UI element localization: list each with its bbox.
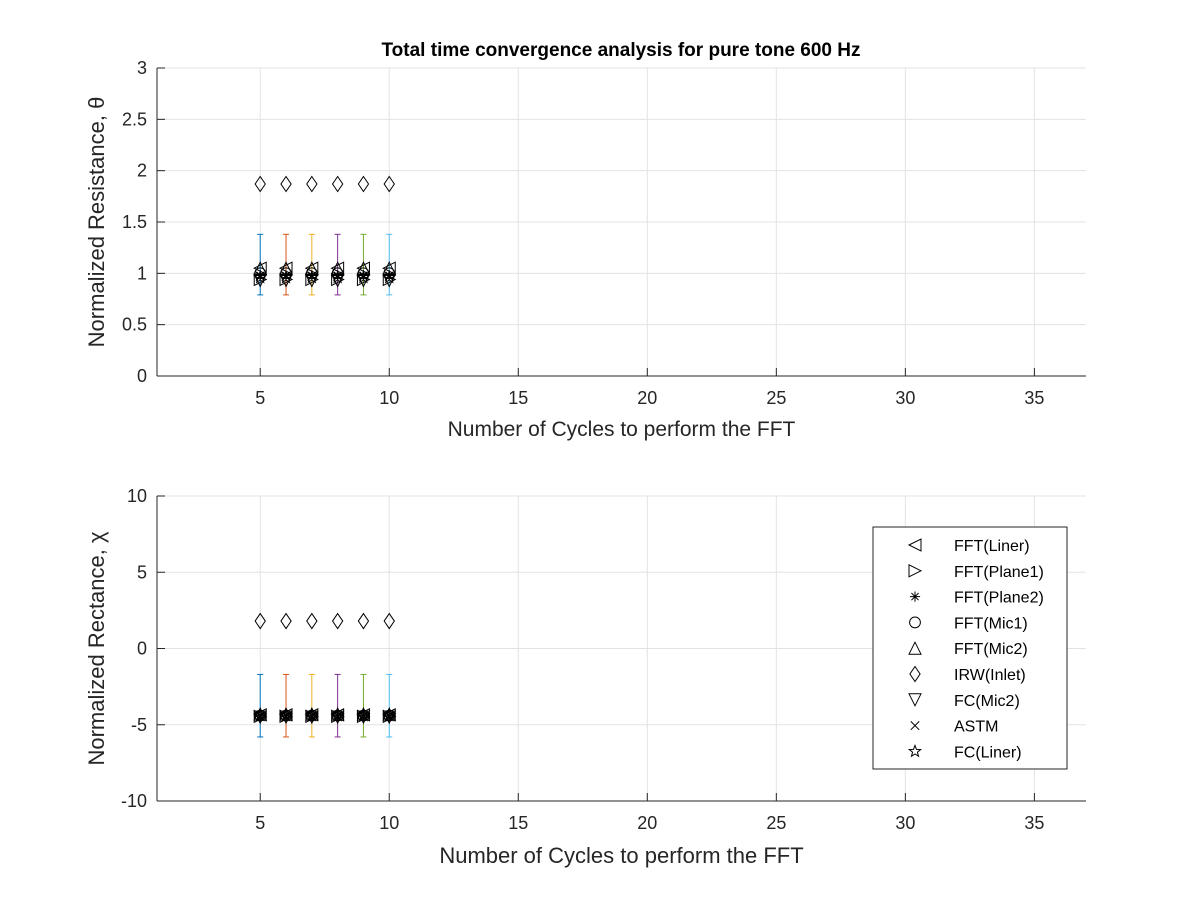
legend-label: FFT(Liner) bbox=[954, 538, 1030, 555]
data-point bbox=[383, 175, 395, 193]
x-tick-label: 20 bbox=[637, 388, 657, 408]
legend-marker bbox=[908, 563, 923, 578]
data-point bbox=[331, 612, 344, 630]
data-point bbox=[382, 708, 397, 722]
x-tick-label: 20 bbox=[637, 813, 657, 833]
x-tick-label: 35 bbox=[1024, 388, 1044, 408]
data-point bbox=[253, 270, 268, 284]
data-point bbox=[278, 708, 294, 722]
reactance-plot: 5 10 15 20 25 30 35 -10 -5 0 5 10 Number of Cycles t… bbox=[84, 486, 1086, 868]
x-tick-label: 30 bbox=[895, 813, 915, 833]
data-point bbox=[357, 612, 370, 630]
legend-marker bbox=[909, 616, 921, 629]
data-point bbox=[332, 710, 343, 721]
data-point bbox=[255, 710, 266, 721]
legend-label: FC(Liner) bbox=[954, 744, 1022, 761]
x-tick-label: 25 bbox=[766, 388, 786, 408]
data-point bbox=[254, 612, 266, 630]
legend-label: FFT(Plane2) bbox=[954, 590, 1044, 607]
y-axis-label: Normalized Rectance, χ bbox=[84, 531, 109, 766]
data-point bbox=[306, 612, 318, 630]
y-tick-label: 0 bbox=[137, 639, 147, 659]
legend-marker bbox=[908, 693, 922, 707]
y-tick-label: -10 bbox=[121, 791, 147, 811]
legend-label: FC(Mic2) bbox=[954, 693, 1020, 710]
data-point bbox=[255, 270, 266, 281]
data-point bbox=[306, 710, 317, 721]
data-point bbox=[306, 175, 318, 193]
legend-marker bbox=[908, 641, 922, 655]
data-point bbox=[280, 270, 292, 281]
data-point bbox=[382, 270, 397, 284]
y-tick-label: 2.5 bbox=[122, 109, 147, 129]
legend-label: FFT(Mic2) bbox=[954, 641, 1028, 658]
data-point bbox=[357, 175, 370, 193]
series-irw-inlet bbox=[254, 175, 395, 193]
y-tick-label: 1.5 bbox=[122, 212, 147, 232]
data-point bbox=[280, 710, 292, 721]
data-point bbox=[331, 175, 344, 193]
resistance-plot: 5 10 15 20 25 30 35 0 0.5 1 1.5 2 2.5 3 Number of Cycl… bbox=[84, 58, 1086, 441]
y-tick-label: 0 bbox=[137, 366, 147, 386]
x-tick-label: 15 bbox=[508, 388, 528, 408]
x-tick-label: 5 bbox=[255, 388, 265, 408]
y-tick-label: 0.5 bbox=[122, 315, 147, 335]
legend-box bbox=[872, 526, 1068, 770]
data-point bbox=[358, 710, 369, 721]
x-tick-label: 15 bbox=[508, 813, 528, 833]
data-point bbox=[253, 708, 268, 722]
error-bars bbox=[257, 233, 393, 296]
data-point bbox=[332, 270, 343, 281]
legend-marker bbox=[909, 665, 921, 683]
x-tick-label: 25 bbox=[766, 813, 786, 833]
data-point bbox=[304, 270, 319, 284]
x-axis-label: Number of Cycles to perform the FFT bbox=[439, 843, 803, 868]
error-bars bbox=[257, 673, 393, 738]
x-tick-label: 10 bbox=[379, 388, 399, 408]
data-point bbox=[278, 270, 294, 284]
data-point bbox=[280, 612, 292, 630]
data-point bbox=[304, 708, 319, 722]
data-point bbox=[383, 612, 395, 630]
y-tick-label: 1 bbox=[137, 263, 147, 283]
figure-title: Total time convergence analysis for pure… bbox=[381, 40, 860, 61]
y-tick-label: 3 bbox=[137, 58, 147, 78]
legend-label: FFT(Mic1) bbox=[954, 615, 1028, 632]
legend-marker bbox=[907, 743, 923, 758]
data-point bbox=[254, 175, 266, 193]
legend-marker bbox=[909, 591, 921, 602]
x-tick-label: 30 bbox=[895, 388, 915, 408]
data-point bbox=[306, 270, 317, 281]
data-point bbox=[384, 270, 395, 281]
y-tick-label: -5 bbox=[131, 715, 147, 735]
x-tick-label: 10 bbox=[379, 813, 399, 833]
data-point bbox=[356, 270, 371, 284]
y-tick-label: 2 bbox=[137, 161, 147, 181]
series-fft-plane2 bbox=[255, 270, 395, 281]
x-tick-label: 35 bbox=[1024, 813, 1044, 833]
data-point bbox=[356, 708, 371, 722]
y-axis-label: Normalized Resistance, θ bbox=[84, 97, 109, 348]
legend-label: FFT(Plane1) bbox=[954, 564, 1044, 581]
legend-marker bbox=[907, 538, 922, 552]
data-point bbox=[280, 175, 292, 193]
y-tick-label: 10 bbox=[127, 486, 147, 506]
series-fc-liner bbox=[253, 708, 397, 722]
series-fc-liner bbox=[253, 270, 397, 284]
legend-label: ASTM bbox=[954, 719, 998, 736]
x-tick-label: 5 bbox=[255, 813, 265, 833]
y-tick-label: 5 bbox=[137, 562, 147, 582]
data-point bbox=[358, 270, 369, 281]
series-irw-inlet bbox=[254, 612, 395, 630]
legend: FFT(Liner) FFT(Plane1) FFT(Plane2) FFT(Mic1… bbox=[872, 526, 1068, 770]
legend-marker bbox=[910, 721, 920, 731]
x-axis-label: Number of Cycles to perform the FFT bbox=[448, 418, 796, 441]
data-point bbox=[384, 710, 395, 721]
series-fft-plane2 bbox=[255, 710, 395, 721]
legend-label: IRW(Inlet) bbox=[954, 667, 1026, 684]
data-point bbox=[330, 708, 345, 722]
data-point bbox=[330, 270, 345, 284]
